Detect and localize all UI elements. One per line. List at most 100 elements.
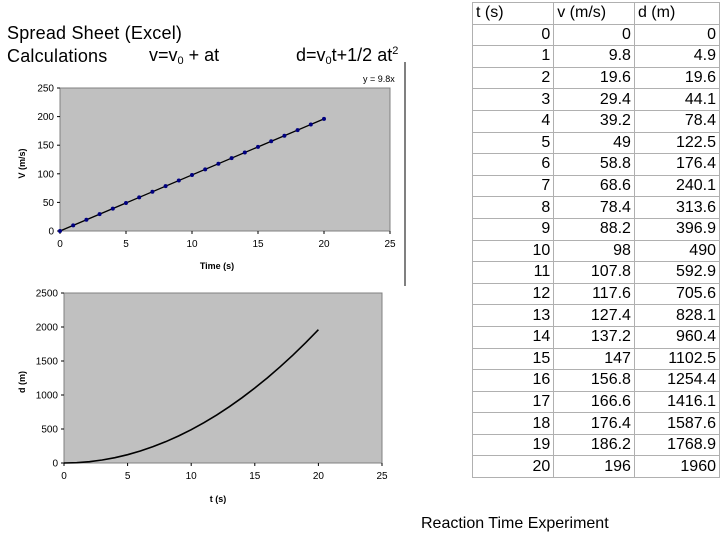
cell-distance: 592.9 — [633, 261, 720, 284]
cell-velocity: 9.8 — [553, 45, 635, 68]
x-axis-label: t (s) — [210, 494, 227, 504]
data-point — [190, 172, 194, 177]
cell-velocity: 166.6 — [553, 390, 635, 414]
table-row: 8 78.4 313.6 — [471, 196, 720, 219]
cell-distance: 4.9 — [633, 45, 720, 68]
data-point — [176, 178, 181, 183]
table-row: 14 137.2 960.4 — [471, 325, 720, 349]
cell-velocity: 88.2 — [553, 217, 635, 241]
cell-distance: 1768.9 — [633, 433, 720, 457]
cell-distance: 122.5 — [633, 131, 720, 155]
cell-time: 6 — [471, 153, 555, 176]
table-row: 13 127.4 828.1 — [471, 304, 720, 327]
x-tick-label: 10 — [186, 239, 198, 250]
table-row: 9 88.2 396.9 — [471, 217, 720, 241]
x-tick-label: 5 — [123, 239, 129, 250]
cell-distance: 828.1 — [633, 304, 720, 327]
cell-time: 14 — [471, 325, 555, 349]
cell-velocity: 49 — [553, 131, 635, 155]
cell-time: 13 — [471, 304, 555, 327]
cell-time: 4 — [471, 109, 555, 133]
table-row: 20 196 1960 — [471, 455, 720, 479]
x-tick-label: 20 — [313, 471, 325, 482]
cell-velocity: 186.2 — [553, 433, 635, 457]
cell-velocity: 147 — [553, 347, 635, 371]
cell-time: 8 — [471, 196, 555, 219]
table-row: 10 98 490 — [471, 239, 720, 263]
trendline-equation: y = 9.8x — [363, 74, 395, 84]
cell-time: 12 — [471, 282, 555, 306]
footer-caption: Reaction Time Experiment — [421, 515, 609, 532]
x-tick-label: 10 — [186, 471, 198, 482]
cell-velocity: 0 — [553, 23, 635, 47]
cell-distance: 19.6 — [633, 66, 720, 90]
cell-distance: 1960 — [633, 455, 720, 479]
distance-equation: d=v0t+1/2 at2 — [296, 45, 399, 67]
y-tick-label: 50 — [43, 198, 55, 209]
table-row: 18 176.4 1587.6 — [471, 412, 720, 435]
cell-distance: 44.1 — [633, 88, 720, 111]
cell-distance: 1416.1 — [633, 390, 720, 414]
x-tick-label: 5 — [125, 471, 131, 482]
y-tick-label: 200 — [37, 112, 54, 123]
cell-distance: 1587.6 — [633, 412, 720, 435]
cell-velocity: 156.8 — [553, 369, 635, 392]
cell-time: 1 — [471, 45, 555, 68]
cell-distance: 705.6 — [633, 282, 720, 306]
cell-velocity: 98 — [553, 239, 635, 263]
y-tick-label: 500 — [41, 425, 58, 436]
x-tick-label: 0 — [57, 239, 63, 250]
table-row: 6 58.8 176.4 — [471, 153, 720, 176]
cell-time: 9 — [471, 217, 555, 241]
header-distance: d (m) — [633, 2, 720, 25]
y-tick-label: 250 — [37, 84, 54, 95]
data-point — [256, 144, 260, 149]
data-point — [84, 217, 89, 222]
table-row: 2 19.6 19.6 — [471, 66, 720, 90]
y-tick-label: 1000 — [36, 391, 59, 402]
velocity-equation: v=v0 + at — [149, 45, 220, 67]
table-row: 3 29.4 44.1 — [471, 88, 720, 111]
cell-distance: 0 — [633, 23, 720, 47]
data-point — [282, 133, 287, 138]
cell-time: 5 — [471, 131, 555, 155]
cell-distance: 1102.5 — [633, 347, 720, 371]
header-time: t (s) — [471, 2, 555, 25]
y-tick-label: 2000 — [36, 323, 59, 334]
x-tick-label: 25 — [376, 471, 388, 482]
table-row: 19 186.2 1768.9 — [471, 433, 720, 457]
data-point — [97, 212, 102, 217]
data-point — [216, 161, 221, 166]
cell-velocity: 107.8 — [553, 261, 635, 284]
table-row: 16 156.8 1254.4 — [471, 369, 720, 392]
data-point — [203, 167, 208, 172]
distance-chart-plot-area — [63, 292, 383, 464]
cell-time: 3 — [471, 88, 555, 111]
cell-distance: 78.4 — [633, 109, 720, 133]
data-point — [58, 229, 62, 233]
cell-distance: 1254.4 — [633, 369, 720, 392]
x-tick-label: 20 — [318, 239, 330, 250]
cell-velocity: 78.4 — [553, 196, 635, 219]
y-tick-label: 0 — [48, 227, 54, 238]
x-tick-label: 15 — [252, 239, 264, 250]
cell-time: 20 — [471, 455, 555, 479]
cell-velocity: 19.6 — [553, 66, 635, 90]
cell-velocity: 196 — [553, 455, 635, 479]
cell-velocity: 176.4 — [553, 412, 635, 435]
data-point — [110, 206, 115, 211]
cell-time: 17 — [471, 390, 555, 414]
distance-curve — [63, 329, 319, 464]
cell-distance: 313.6 — [633, 196, 720, 219]
data-point — [137, 195, 142, 200]
title-line-1: Spread Sheet (Excel) — [7, 23, 183, 43]
table-row: 1 9.8 4.9 — [471, 45, 720, 68]
cell-velocity: 137.2 — [553, 325, 635, 349]
x-axis-label: Time (s) — [200, 261, 234, 271]
cell-time: 10 — [471, 239, 555, 263]
cell-time: 7 — [471, 174, 555, 198]
cell-time: 11 — [471, 261, 555, 284]
y-tick-label: 2500 — [36, 289, 59, 300]
